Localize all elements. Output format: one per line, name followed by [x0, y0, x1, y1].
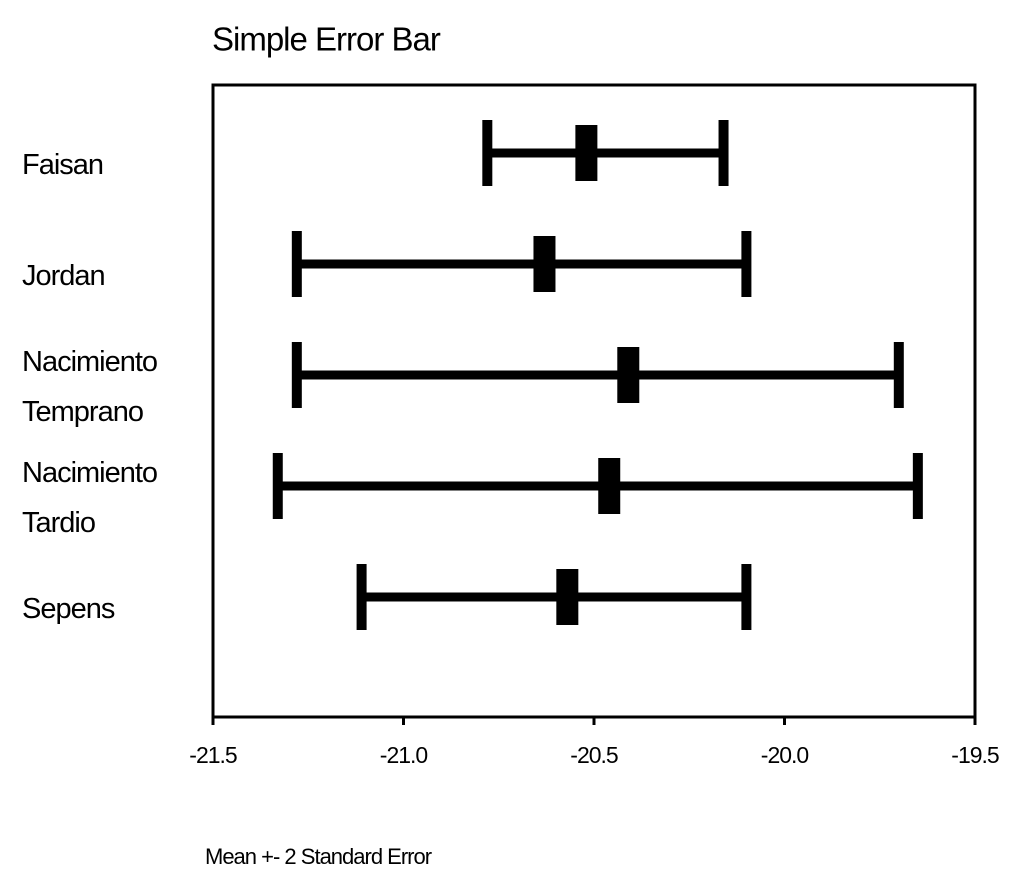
error-bar-cap: [291, 342, 302, 408]
error-bar-cap: [912, 453, 923, 519]
mean-marker: [598, 458, 621, 514]
category-label: Faisan: [22, 149, 104, 181]
error-bar-cap: [482, 120, 493, 186]
category-label: Jordan: [22, 260, 106, 292]
error-bar-cap: [718, 120, 729, 186]
category-label: Sepens: [22, 593, 115, 625]
error-bar-cap: [356, 564, 367, 630]
error-bar-cap: [272, 453, 283, 519]
category-label: Nacimiento Temprano: [22, 346, 158, 428]
x-axis-label: Mean +- 2 Standard Error: [205, 844, 432, 869]
mean-marker: [575, 125, 598, 181]
mean-marker: [533, 236, 556, 292]
category-label: Nacimiento Tardio: [22, 457, 158, 539]
x-tick-label: -20.0: [761, 742, 809, 768]
x-tick-label: -20.5: [570, 742, 618, 768]
error-bar-cap: [741, 564, 752, 630]
mean-marker: [617, 347, 640, 403]
chart-title: Simple Error Bar: [212, 21, 441, 58]
x-tick-label: -21.0: [380, 742, 428, 768]
error-bar-cap: [893, 342, 904, 408]
x-tick-label: -21.5: [189, 742, 237, 768]
x-tick-label: -19.5: [951, 742, 999, 768]
error-bar-cap: [291, 231, 302, 297]
error-bar-cap: [741, 231, 752, 297]
mean-marker: [556, 569, 579, 625]
